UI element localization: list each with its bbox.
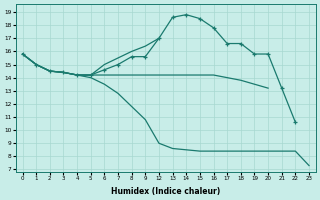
X-axis label: Humidex (Indice chaleur): Humidex (Indice chaleur) <box>111 187 220 196</box>
